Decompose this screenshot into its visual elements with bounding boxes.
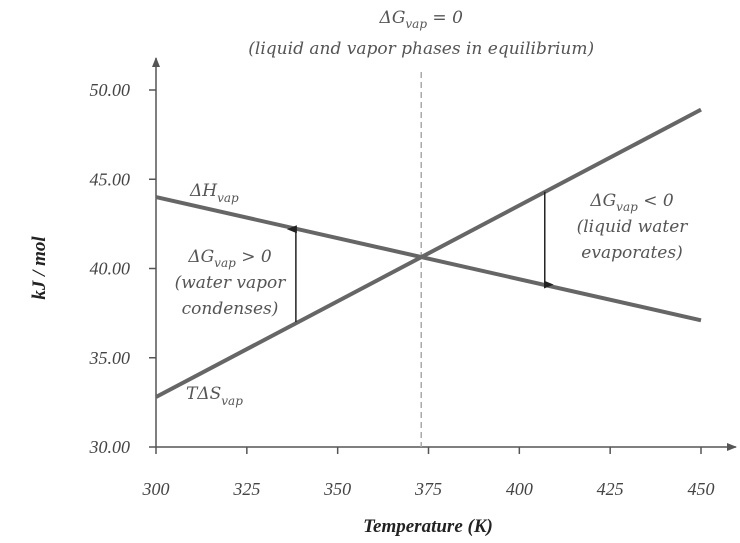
y-tick-label: 40.00 [90,259,131,279]
y-tick-label: 45.00 [90,169,131,189]
axes: 30.00 35.00 40.00 45.00 50.00 300 325 350 375 400… [89,57,737,499]
x-tick-label: 450 [688,479,715,499]
series-label: TΔSvap [186,384,243,408]
x-tick-label: 325 [232,479,260,499]
y-tick-label: 30.00 [89,437,131,457]
x-tick-label: 375 [414,479,442,499]
annotation-text: condenses) [182,299,279,319]
y-tick-label: 50.00 [90,80,131,100]
equilibrium-label: ΔGvap = 0 [379,8,464,31]
x-tick-label: 400 [506,479,533,499]
series-line [155,195,702,323]
x-axis-title: Temperature (K) [363,516,493,537]
annotation-text: (liquid water [577,217,689,237]
y-axis-title: kJ / mol [29,236,50,300]
marks: ΔGvap = 0 (liquid and vapor phases in equ… [155,8,702,447]
x-tick-label: 300 [142,479,170,499]
annotation-text: (water vapor [175,273,287,293]
x-tick-label: 425 [597,479,624,499]
annotation-text: ΔGvap < 0 [589,191,674,214]
y-tick-label: 35.00 [89,348,131,368]
annotation-text: evaporates) [581,243,682,263]
series-label: ΔHvap [189,181,239,205]
x-tick-label: 350 [323,479,351,499]
annotation-text: ΔGvap > 0 [187,247,272,270]
equilibrium-sublabel: (liquid and vapor phases in equilibrium) [248,39,594,59]
series-line [155,107,702,399]
